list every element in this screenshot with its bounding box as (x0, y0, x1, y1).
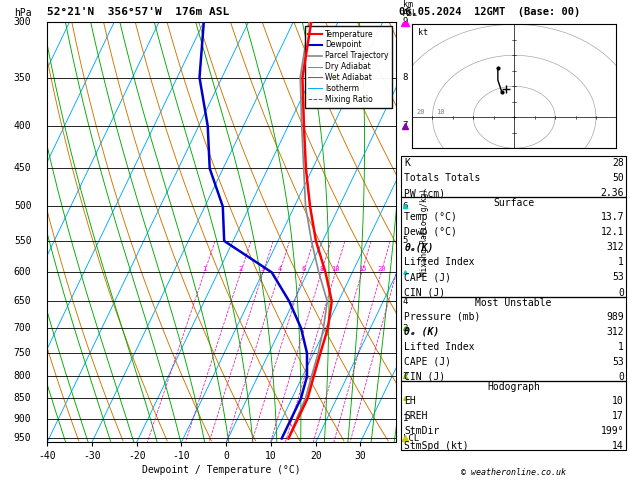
Text: 20: 20 (416, 109, 425, 115)
Text: 52°21'N  356°57'W  176m ASL: 52°21'N 356°57'W 176m ASL (47, 7, 230, 17)
Text: hPa: hPa (14, 8, 31, 17)
Text: K: K (404, 158, 410, 168)
Text: 0: 0 (618, 288, 624, 297)
Text: 06.05.2024  12GMT  (Base: 00): 06.05.2024 12GMT (Base: 00) (399, 7, 581, 17)
Text: kt: kt (418, 28, 428, 37)
Text: Lifted Index: Lifted Index (404, 258, 475, 267)
Text: 199°: 199° (601, 426, 624, 436)
Text: 650: 650 (14, 296, 31, 306)
Text: 50: 50 (612, 173, 624, 183)
Text: 53: 53 (612, 357, 624, 367)
Text: Surface: Surface (493, 198, 534, 208)
Text: 10: 10 (612, 396, 624, 406)
Text: Temp (°C): Temp (°C) (404, 212, 457, 222)
Text: 850: 850 (14, 393, 31, 403)
Text: 950: 950 (14, 434, 31, 444)
Text: 1: 1 (618, 342, 624, 352)
Text: 53: 53 (612, 273, 624, 282)
Text: 300: 300 (14, 17, 31, 27)
Text: 500: 500 (14, 202, 31, 211)
Text: 5: 5 (403, 237, 408, 245)
Text: km
ASL: km ASL (403, 0, 418, 17)
Text: Most Unstable: Most Unstable (476, 297, 552, 308)
Text: 20: 20 (377, 266, 386, 272)
Text: 15: 15 (358, 266, 366, 272)
Text: 1: 1 (403, 415, 408, 423)
Text: 12.1: 12.1 (601, 227, 624, 237)
Text: θₑ (K): θₑ (K) (404, 327, 440, 337)
Text: 8: 8 (403, 73, 408, 82)
Text: 14: 14 (612, 441, 624, 451)
Text: 10: 10 (437, 109, 445, 115)
X-axis label: Dewpoint / Temperature (°C): Dewpoint / Temperature (°C) (142, 466, 301, 475)
Text: 13.7: 13.7 (601, 212, 624, 222)
Text: 4: 4 (403, 297, 408, 306)
Text: StmDir: StmDir (404, 426, 440, 436)
Text: 1: 1 (203, 266, 206, 272)
Text: 17: 17 (612, 411, 624, 421)
Text: 450: 450 (14, 163, 31, 174)
Text: 750: 750 (14, 348, 31, 358)
Text: 28: 28 (612, 158, 624, 168)
Text: 700: 700 (14, 323, 31, 333)
Text: 9: 9 (403, 17, 408, 26)
Text: Totals Totals: Totals Totals (404, 173, 481, 183)
Text: 8: 8 (320, 266, 323, 272)
Text: 2.36: 2.36 (601, 188, 624, 198)
Text: PW (cm): PW (cm) (404, 188, 445, 198)
Text: 2: 2 (403, 372, 408, 381)
Text: CAPE (J): CAPE (J) (404, 273, 452, 282)
Text: 0: 0 (618, 372, 624, 382)
Text: 2: 2 (238, 266, 243, 272)
Text: 550: 550 (14, 236, 31, 246)
Text: Lifted Index: Lifted Index (404, 342, 475, 352)
Text: 312: 312 (606, 243, 624, 252)
Text: 600: 600 (14, 267, 31, 278)
Text: SREH: SREH (404, 411, 428, 421)
Text: 3: 3 (261, 266, 265, 272)
Text: 989: 989 (606, 312, 624, 322)
Text: 312: 312 (606, 327, 624, 337)
Text: © weatheronline.co.uk: © weatheronline.co.uk (461, 468, 566, 477)
Text: StmSpd (kt): StmSpd (kt) (404, 441, 469, 451)
Text: Mixing Ratio (g/kg): Mixing Ratio (g/kg) (420, 188, 429, 276)
Text: EH: EH (404, 396, 416, 406)
Text: 350: 350 (14, 72, 31, 83)
Text: 400: 400 (14, 121, 31, 131)
Text: Pressure (mb): Pressure (mb) (404, 312, 481, 322)
Text: 900: 900 (14, 414, 31, 424)
Text: CIN (J): CIN (J) (404, 288, 445, 297)
Text: LCL: LCL (403, 434, 419, 443)
Legend: Temperature, Dewpoint, Parcel Trajectory, Dry Adiabat, Wet Adiabat, Isotherm, Mi: Temperature, Dewpoint, Parcel Trajectory… (304, 26, 392, 108)
Text: 10: 10 (331, 266, 340, 272)
Text: 1: 1 (618, 258, 624, 267)
Text: 4: 4 (277, 266, 282, 272)
Text: CIN (J): CIN (J) (404, 372, 445, 382)
Text: Dewp (°C): Dewp (°C) (404, 227, 457, 237)
Text: Hodograph: Hodograph (487, 382, 540, 392)
Text: CAPE (J): CAPE (J) (404, 357, 452, 367)
Text: 6: 6 (403, 202, 408, 211)
Text: θₑ(K): θₑ(K) (404, 243, 434, 252)
Text: 800: 800 (14, 371, 31, 382)
Text: 7: 7 (403, 122, 408, 130)
Text: 3: 3 (403, 324, 408, 332)
Text: 6: 6 (301, 266, 306, 272)
